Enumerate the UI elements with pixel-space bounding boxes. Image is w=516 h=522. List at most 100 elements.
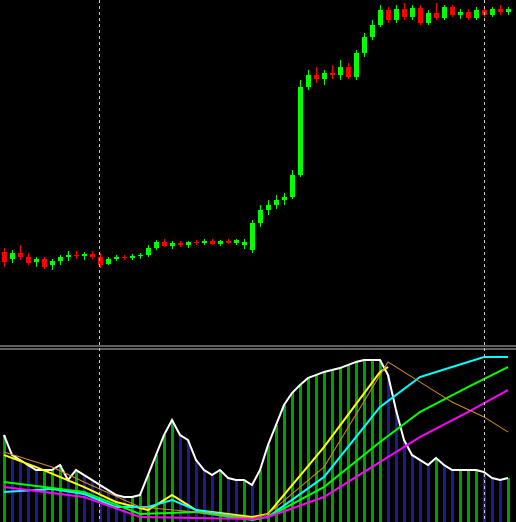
histogram-bar — [259, 470, 262, 522]
candle-body — [434, 13, 439, 18]
histogram-bar — [211, 475, 214, 522]
candle-body — [18, 253, 23, 257]
histogram-bar — [147, 475, 150, 522]
histogram-bar — [171, 420, 174, 522]
histogram-bar — [507, 478, 510, 522]
candle-body — [282, 197, 287, 200]
histogram-bar — [131, 497, 134, 522]
histogram-bar — [371, 360, 374, 522]
candle-body — [10, 253, 15, 259]
candle-body — [474, 10, 479, 18]
candle-body — [130, 256, 135, 258]
histogram-bar — [67, 480, 70, 522]
histogram-bar — [235, 480, 238, 522]
histogram-bar — [243, 480, 246, 522]
candle-body — [410, 8, 415, 17]
histogram-bar — [219, 470, 222, 522]
candle-body — [74, 255, 79, 256]
candle-body — [370, 25, 375, 37]
histogram-bar — [195, 460, 198, 522]
candle-body — [258, 210, 263, 223]
histogram-bar — [363, 360, 366, 522]
histogram-bar — [339, 368, 342, 522]
histogram-bar — [123, 497, 126, 522]
candle-body — [314, 75, 319, 79]
candle-body — [378, 10, 383, 25]
histogram-bar — [307, 378, 310, 522]
candle-body — [178, 243, 183, 245]
histogram-bar — [203, 470, 206, 522]
candle-body — [202, 241, 207, 243]
histogram-bar — [403, 440, 406, 522]
indicator-line — [3, 389, 509, 521]
histogram-bar — [499, 480, 502, 522]
histogram-bar — [419, 460, 422, 522]
candle-body — [354, 53, 359, 77]
candle-body — [226, 241, 231, 243]
candle-body — [66, 255, 71, 257]
candle-body — [50, 261, 55, 265]
candle-body — [426, 13, 431, 23]
histogram-bar — [467, 470, 470, 522]
candle-body — [242, 242, 247, 245]
histogram-bar — [179, 435, 182, 522]
candle-body — [98, 257, 103, 265]
histogram-bar — [491, 478, 494, 522]
marks — [2, 3, 511, 522]
histogram-bar — [187, 440, 190, 522]
histogram-bar — [451, 470, 454, 522]
candle-body — [250, 223, 255, 250]
candle-body — [234, 240, 239, 243]
candle-body — [506, 9, 511, 12]
candle-body — [162, 242, 167, 246]
candle-body — [322, 73, 327, 79]
candle-body — [58, 257, 63, 261]
candle-body — [194, 242, 199, 243]
candle-body — [466, 12, 471, 18]
histogram-bar — [35, 470, 38, 522]
candle-body — [450, 7, 455, 15]
candle-body — [90, 254, 95, 257]
candle-body — [34, 259, 39, 262]
candle-body — [122, 257, 127, 258]
candle-body — [274, 200, 279, 205]
histogram-line — [3, 359, 509, 498]
histogram-bar — [291, 393, 294, 522]
candle-body — [186, 242, 191, 245]
histogram-bar — [459, 470, 462, 522]
candle-body — [394, 9, 399, 20]
candle-body — [266, 205, 271, 210]
histogram-bar — [483, 472, 486, 522]
candle-body — [490, 9, 495, 15]
candle-body — [218, 241, 223, 244]
indicator-line — [3, 366, 389, 519]
candle-body — [306, 75, 311, 87]
histogram-bar — [395, 410, 398, 522]
candle-body — [26, 257, 31, 263]
histogram-bar — [275, 425, 278, 522]
histogram-bar — [227, 478, 230, 522]
histogram-bar — [347, 365, 350, 522]
histogram-bar — [163, 435, 166, 522]
candle-body — [298, 87, 303, 175]
histogram-bar — [387, 375, 390, 522]
histogram-bar — [251, 485, 254, 522]
histogram-bar — [27, 465, 30, 522]
histogram-bar — [475, 470, 478, 522]
candle-body — [402, 9, 407, 17]
histogram-bar — [443, 465, 446, 522]
candle-body — [442, 7, 447, 18]
candle-body — [346, 67, 351, 77]
candle-body — [362, 37, 367, 53]
histogram-bar — [83, 475, 86, 522]
candle-body — [170, 243, 175, 246]
histogram-bar — [411, 455, 414, 522]
candle-body — [2, 252, 7, 262]
histogram-bar — [427, 465, 430, 522]
candle-body — [210, 241, 215, 244]
candle-body — [338, 67, 343, 75]
histogram-bar — [3, 435, 6, 522]
